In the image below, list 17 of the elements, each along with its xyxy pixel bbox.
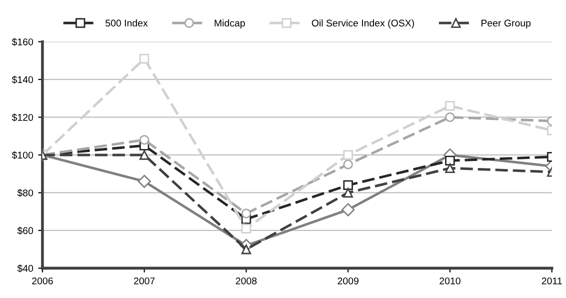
x-tick-label: 2008	[236, 277, 257, 284]
legend-label: Peer Group	[482, 20, 531, 28]
x-tick-label: 2009	[338, 277, 358, 284]
x-tick-label: 2011	[542, 277, 562, 284]
y-tick-label: $160	[12, 38, 34, 46]
y-tick-label: $140	[12, 76, 34, 84]
legend-label: 500 Index	[106, 19, 148, 27]
y-tick-label: $120	[12, 114, 34, 122]
x-tick-label: 2007	[134, 277, 155, 284]
x-tick-label: 2010	[440, 277, 460, 284]
y-tick-label: $80	[17, 189, 34, 197]
y-tick-label: $60	[17, 226, 34, 235]
legend-label: Oil Service Index (OSX)	[312, 19, 414, 28]
legend-label: Midcap	[214, 19, 245, 28]
y-tick-label: $40	[17, 264, 34, 272]
y-tick-label: $100	[12, 151, 34, 160]
x-tick-label: 2006	[32, 277, 53, 284]
